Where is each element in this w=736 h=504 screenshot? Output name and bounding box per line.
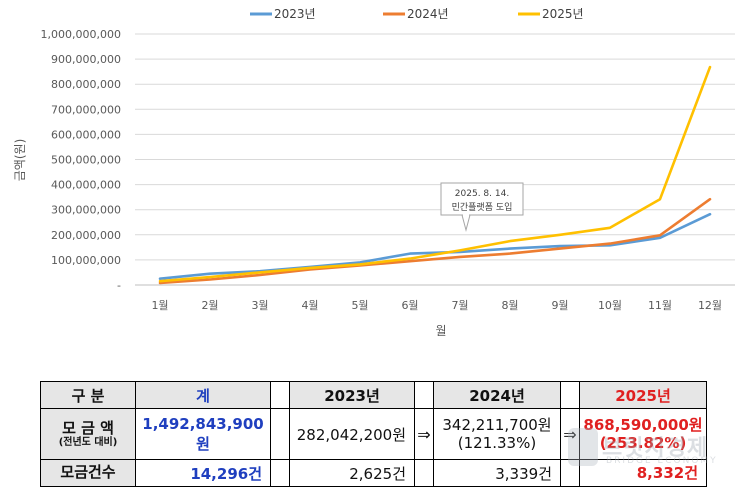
amount-2024-value: 342,211,700원: [442, 416, 552, 434]
x-tick-label: 7월: [451, 299, 468, 312]
series-line: [158, 197, 712, 285]
series-line: [158, 212, 712, 281]
y-tick-label: 100,000,000: [51, 254, 121, 267]
legend-label: 2023년: [274, 7, 316, 21]
x-tick-label: 6월: [401, 299, 418, 312]
x-tick-label: 9월: [551, 299, 568, 312]
amount-sublabel: (전년도 대비): [58, 436, 118, 448]
count-2023: 2,625건: [289, 459, 415, 487]
count-total: 14,296건: [135, 459, 271, 487]
table-row-count: 모금건수 14,296건 2,625건 3,339건 8,332건: [40, 459, 707, 487]
x-axis-ticks: 1월 2월 3월 4월 5월 6월 7월 8월 9월 10월 11월 12월: [151, 299, 722, 312]
y-tick-label: 900,000,000: [51, 53, 121, 66]
amount-2025-ratio: (253.82%): [599, 434, 687, 452]
spacer-cell: [414, 459, 434, 487]
spacer-cell: [560, 381, 580, 409]
annotation-date: 2025. 8. 14.: [455, 189, 509, 199]
spacer-cell: [270, 408, 290, 460]
spacer-cell: [560, 459, 580, 487]
x-tick-label: 2월: [201, 299, 218, 312]
header-2025: 2025년: [579, 381, 707, 409]
legend-label: 2025년: [542, 7, 584, 21]
arrow-icon: ⇒: [560, 408, 580, 460]
y-tick-label: 1,000,000,000: [41, 28, 121, 41]
x-tick-label: 1월: [151, 299, 168, 312]
header-2023: 2023년: [289, 381, 415, 409]
y-tick-label: 800,000,000: [51, 78, 121, 91]
y-axis-title: 금액(원): [13, 139, 27, 181]
spacer-cell: [270, 381, 290, 409]
row-label-amount: 모 금 액 (전년도 대비): [40, 408, 136, 460]
annotation-pointer: [461, 214, 471, 232]
amount-label: 모 금 액: [62, 418, 114, 437]
summary-table: 구 분 계 2023년 2024년 2025년 모 금 액 (전년도 대비) 1…: [40, 381, 707, 487]
chart-annotation: 2025. 8. 14. 민간플랫폼 도입: [440, 182, 524, 232]
series-line: [158, 65, 712, 283]
table-row-amount: 모 금 액 (전년도 대비) 1,492,843,900원 282,042,20…: [40, 408, 707, 460]
y-tick-label: 500,000,000: [51, 154, 121, 167]
spacer-cell: [270, 459, 290, 487]
x-tick-label: 3월: [251, 299, 268, 312]
x-tick-label: 5월: [351, 299, 368, 312]
x-tick-label: 10월: [598, 299, 622, 312]
header-category: 구 분: [40, 381, 136, 409]
header-total: 계: [135, 381, 271, 409]
chart-series: [158, 65, 712, 285]
amount-2025: 868,590,000원 (253.82%): [579, 408, 707, 460]
annotation-box: [440, 182, 524, 216]
chart-grid: [135, 33, 735, 286]
y-tick-label: 700,000,000: [51, 103, 121, 116]
x-tick-label: 4월: [301, 299, 318, 312]
count-2024: 3,339건: [433, 459, 561, 487]
header-2024: 2024년: [433, 381, 561, 409]
amount-2024: 342,211,700원 (121.33%): [433, 408, 561, 460]
y-tick-label: 400,000,000: [51, 179, 121, 192]
x-tick-label: 11월: [648, 299, 672, 312]
x-tick-label: 12월: [698, 299, 722, 312]
amount-2024-ratio: (121.33%): [457, 434, 537, 452]
chart-legend: 2023년 2024년 2025년: [250, 7, 584, 21]
x-tick-label: 8월: [501, 299, 518, 312]
y-tick-label: 300,000,000: [51, 204, 121, 217]
amount-total: 1,492,843,900원: [135, 408, 271, 460]
row-label-count: 모금건수: [40, 459, 136, 487]
y-tick-label: 200,000,000: [51, 229, 121, 242]
amount-2023: 282,042,200원: [289, 408, 415, 460]
amount-2025-value: 868,590,000원: [583, 416, 703, 434]
arrow-icon: ⇒: [414, 408, 434, 460]
annotation-text: 민간플랫폼 도입: [452, 201, 513, 213]
spacer-cell: [414, 381, 434, 409]
y-axis-ticks: - 100,000,000 200,000,000 300,000,000 400,00…: [41, 28, 122, 292]
x-axis-title: 월: [435, 324, 446, 338]
legend-label: 2024년: [407, 7, 449, 21]
count-2025: 8,332건: [579, 459, 707, 487]
y-tick-label: -: [117, 279, 121, 292]
table-header-row: 구 분 계 2023년 2024년 2025년: [40, 381, 707, 409]
line-chart: 2023년 2024년 2025년 - 100,000,000 200,000,000 3…: [13, 7, 735, 338]
y-tick-label: 600,000,000: [51, 128, 121, 141]
